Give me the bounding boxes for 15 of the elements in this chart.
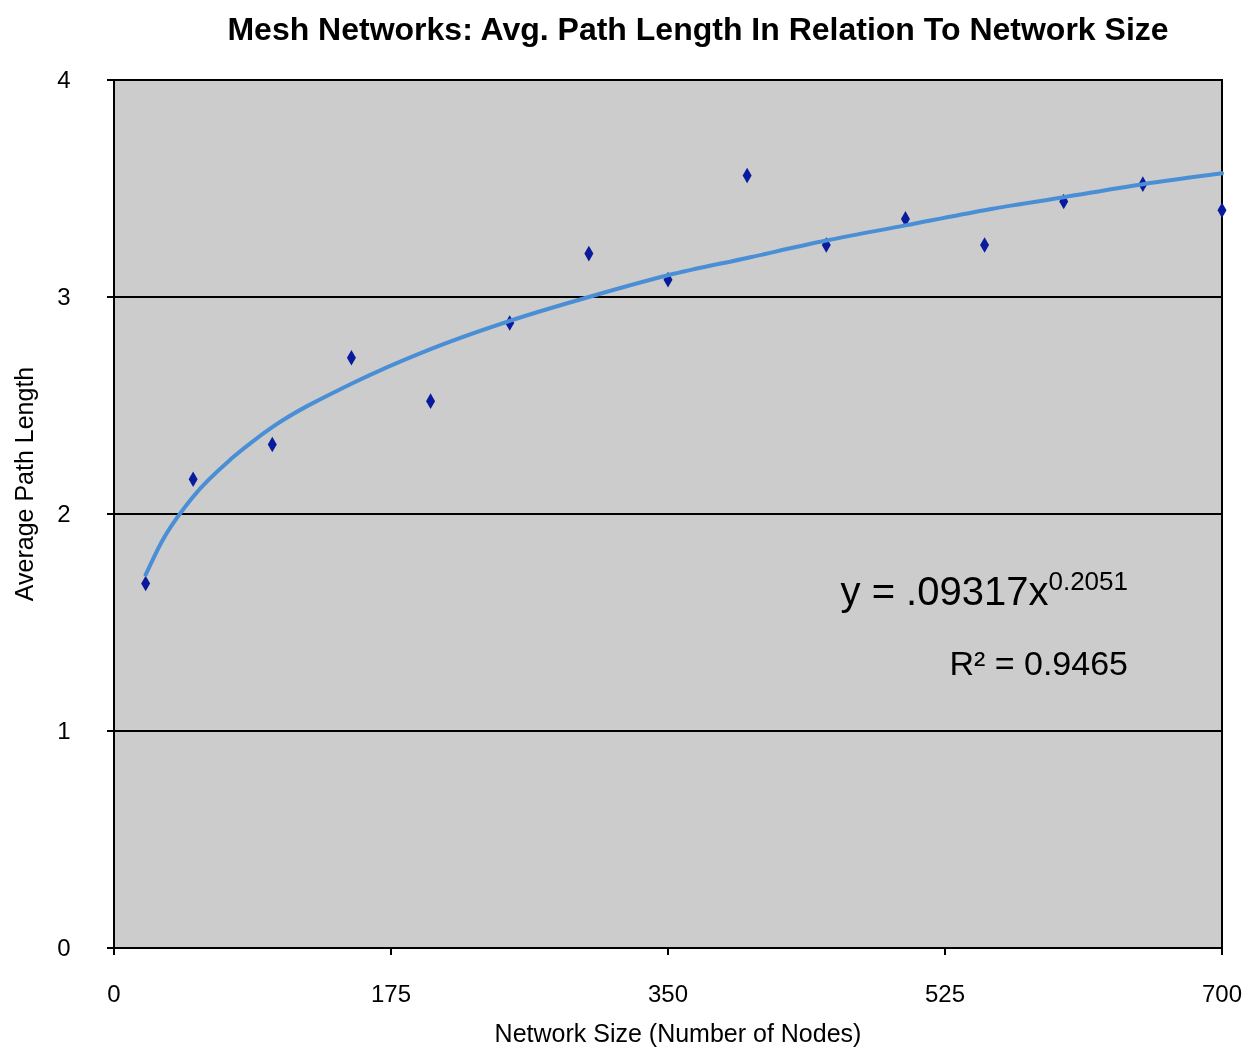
- x-axis-title: Network Size (Number of Nodes): [494, 1019, 862, 1047]
- annotation: y = .09317x$^{0.2051}$: [840, 566, 1128, 613]
- annotation: R² = 0.9465: [949, 644, 1128, 682]
- y-tick-label: 4: [57, 66, 71, 94]
- x-tick-label: 175: [370, 980, 412, 1007]
- y-tick-label: 0: [57, 934, 71, 962]
- y-axis-title: Average Path Length: [10, 366, 38, 602]
- y-tick-label: 1: [57, 717, 71, 745]
- x-tick-label: 350: [647, 980, 689, 1007]
- x-tick-label: 525: [924, 980, 966, 1007]
- y-tick-label: 2: [57, 500, 71, 528]
- x-tick-label: 0: [107, 980, 121, 1007]
- chart-title: Mesh Networks: Avg. Path Length In Relation To Network Size: [227, 11, 1169, 47]
- y-tick-label: 3: [57, 283, 71, 311]
- x-tick-label: 700: [1201, 980, 1243, 1007]
